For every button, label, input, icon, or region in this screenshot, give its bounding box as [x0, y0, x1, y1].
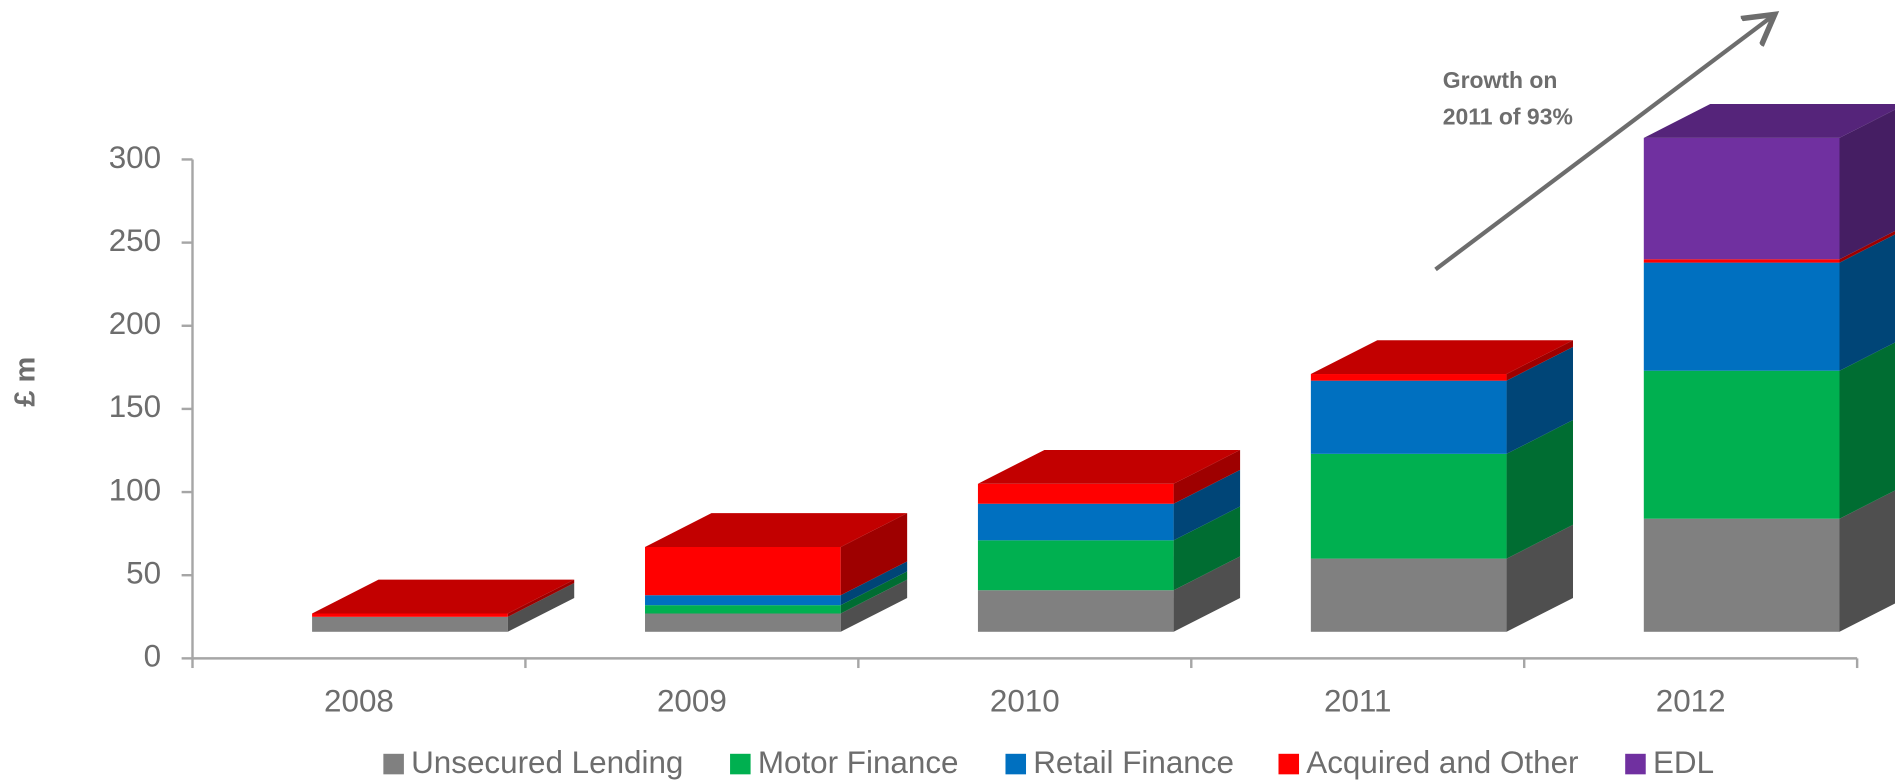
y-tick-label: 300 — [109, 140, 161, 175]
legend-label: Motor Finance — [758, 745, 959, 780]
bar-segment — [977, 503, 1174, 541]
bar-side — [840, 513, 908, 596]
bar-segment — [1643, 370, 1840, 519]
legend-swatch — [1005, 753, 1027, 775]
bar-side — [840, 579, 908, 632]
legend-label: Unsecured Lending — [411, 745, 683, 780]
x-tick-label: 2008 — [324, 683, 394, 718]
x-tick-label: 2012 — [1656, 683, 1726, 718]
y-axis-label: £ m — [10, 357, 42, 407]
bar-side — [1506, 340, 1574, 381]
x-tick-label: 2011 — [1324, 683, 1392, 718]
annotation: 2011 of 93% — [1443, 103, 1573, 129]
bar-segment — [312, 616, 508, 632]
y-tick-label: 200 — [109, 306, 161, 341]
bar-segment — [1310, 558, 1507, 632]
legend-swatch — [1625, 753, 1646, 775]
bar-segment — [645, 613, 841, 632]
bar-segment — [1643, 262, 1840, 371]
bar-segment — [312, 613, 508, 617]
bar-side — [1839, 109, 1895, 260]
bar-side — [840, 571, 908, 614]
legend-swatch — [730, 753, 751, 775]
y-tick-label: 250 — [109, 223, 161, 258]
bar-segment — [645, 546, 841, 596]
legend-swatch — [383, 753, 404, 775]
bar-segment — [645, 595, 841, 606]
bar-side — [1173, 469, 1241, 541]
bar-segment — [1310, 453, 1507, 559]
y-tick-label: 0 — [144, 639, 161, 674]
growth-arrow — [1434, 17, 1772, 272]
bar-segment — [977, 540, 1174, 591]
bar-side — [1506, 524, 1574, 632]
y-tick-label: 50 — [126, 556, 161, 591]
bar-top — [312, 579, 575, 614]
bar-side — [1839, 490, 1895, 632]
legend-label: Acquired and Other — [1306, 745, 1578, 780]
legend-label: Retail Finance — [1033, 745, 1234, 780]
annotation: Growth on — [1443, 67, 1558, 93]
bar-side — [1506, 346, 1574, 454]
bar-segment — [1643, 259, 1840, 263]
bar-top — [977, 449, 1241, 484]
bar-top — [1643, 104, 1895, 138]
bar-side — [1506, 420, 1574, 559]
bar-segment — [977, 590, 1174, 632]
bar-segment — [977, 483, 1174, 504]
bar-side — [1173, 506, 1241, 591]
y-tick-label: 100 — [109, 472, 161, 507]
bar-segment — [1643, 518, 1840, 632]
bar-segment — [1310, 374, 1507, 381]
bar-top — [645, 513, 908, 547]
legend-label: EDL — [1653, 745, 1714, 780]
bar-side — [840, 561, 908, 606]
y-tick-label: 150 — [109, 389, 161, 424]
bar-side — [507, 579, 575, 617]
bar-side — [507, 582, 575, 632]
bar-segment — [1310, 380, 1507, 454]
bar-side — [1839, 342, 1895, 519]
bar-side — [1173, 556, 1241, 632]
bar-top — [1310, 340, 1574, 375]
bar-side — [1839, 234, 1895, 371]
bar-segment — [1643, 137, 1840, 260]
x-tick-label: 2009 — [657, 683, 727, 718]
bar-side — [1839, 231, 1895, 263]
legend-swatch — [1278, 753, 1300, 775]
x-tick-label: 2010 — [990, 683, 1060, 718]
bar-segment — [645, 605, 841, 614]
bar-side — [1173, 449, 1241, 504]
